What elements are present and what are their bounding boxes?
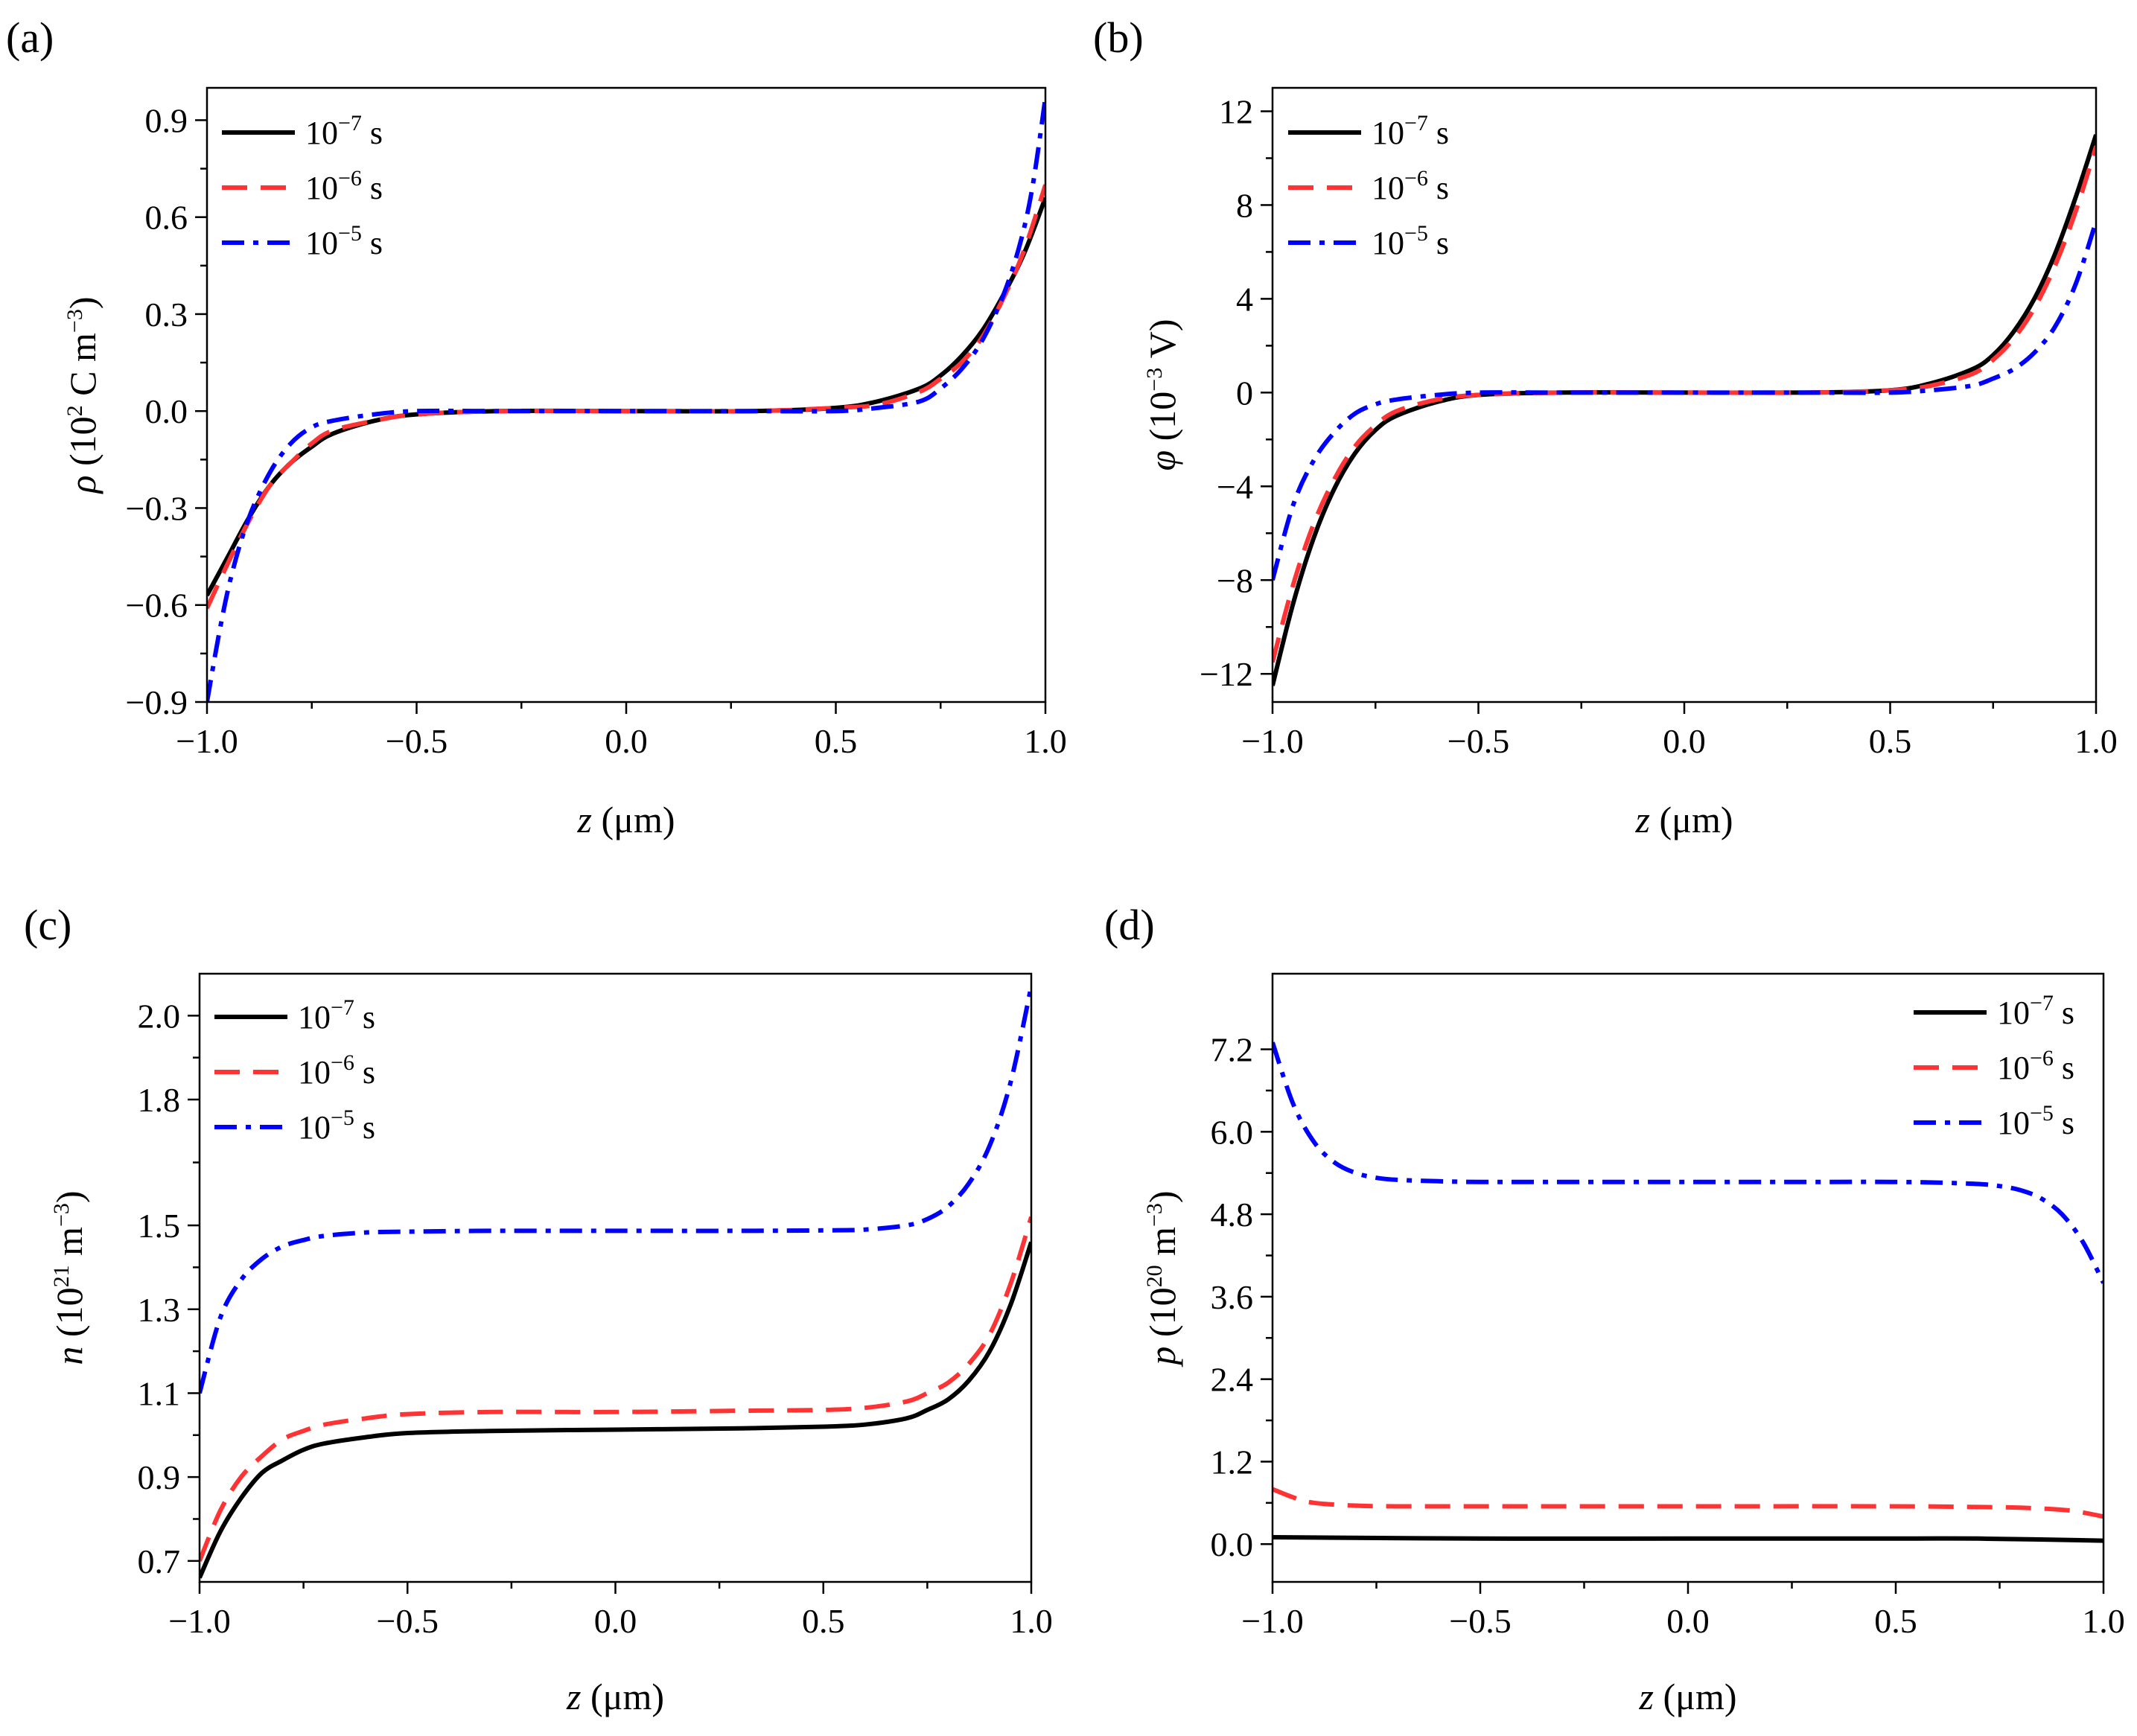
- x-tick-label: −1.0: [168, 1602, 230, 1640]
- x-tick-label: 0.0: [1666, 1602, 1710, 1640]
- legend: 10−7 s 10−6 s 10−5 s: [214, 995, 375, 1146]
- series-line: [200, 1216, 1031, 1562]
- y-tick-label: 0.0: [1211, 1525, 1254, 1563]
- x-axis-title: z (μm): [1639, 1676, 1737, 1717]
- chart-panel-d: (d) −1.0 −0.5 0.0 0.5 1.0 0.0 1.2 2.4 3.6 4.8 6.0 7.…: [1104, 901, 2125, 1717]
- legend-label: 10−6 s: [305, 166, 383, 206]
- x-tick-label: 1.0: [2082, 1602, 2125, 1640]
- legend-label: 10−7 s: [1372, 111, 1449, 151]
- y-tick-label: 4.8: [1211, 1196, 1254, 1234]
- y-tick-label: 3.6: [1211, 1278, 1254, 1316]
- chart-panel-b: (b) −1.0 −0.5 0.0 0.5 1.0 −12 −8 −4 0 4 8 12 z (μm) φ …: [1093, 13, 2118, 840]
- y-tick-label: 8: [1236, 186, 1253, 224]
- y-axis-title: ρ (102 C m−3): [62, 297, 103, 495]
- panel-label: (d): [1104, 901, 1155, 949]
- x-tick-label: 0.5: [815, 722, 858, 760]
- series-line: [1273, 145, 2096, 663]
- x-tick-label: −1.0: [176, 722, 238, 760]
- plot-frame: [1271, 972, 2105, 1583]
- y-tick-label: −0.6: [126, 587, 188, 625]
- y-tick-label: −4: [1217, 467, 1253, 505]
- legend: 10−7 s 10−6 s 10−5 s: [1288, 111, 1449, 261]
- series-line: [207, 97, 1045, 702]
- series-line: [200, 1241, 1031, 1579]
- x-tick-label: −0.5: [377, 1602, 439, 1640]
- x-tick-label: 0.0: [594, 1602, 637, 1640]
- x-axis-title: z (μm): [566, 1676, 664, 1717]
- x-tick-label: 1.0: [2074, 722, 2118, 760]
- legend-label: 10−5 s: [1997, 1101, 2074, 1141]
- legend-label: 10−5 s: [1372, 221, 1449, 261]
- chart-panel-a: (a) −1.0 −0.5 0.0 0.5 1.0 −0.9 −0.6 −0.3 0.0 0.3 0.…: [6, 13, 1067, 840]
- x-tick-label: −0.5: [1448, 722, 1509, 760]
- y-tick-label: 7.2: [1211, 1031, 1254, 1069]
- panel-label: (b): [1093, 13, 1144, 62]
- x-tick-label: 0.5: [1869, 722, 1912, 760]
- y-tick-label: 1.8: [138, 1081, 181, 1119]
- legend-label: 10−7 s: [305, 111, 383, 151]
- x-tick-label: −0.5: [1449, 1602, 1511, 1640]
- y-tick-label: 12: [1219, 92, 1253, 130]
- legend-label: 10−5 s: [305, 221, 383, 261]
- y-tick-label: 1.3: [138, 1291, 181, 1329]
- y-tick-label: 0: [1236, 374, 1253, 412]
- x-axis-title: z (μm): [1635, 799, 1733, 840]
- legend: 10−7 s 10−6 s 10−5 s: [222, 111, 383, 261]
- y-axis-title: n (1021 m−3): [48, 1190, 90, 1365]
- series-line: [1273, 1041, 2103, 1284]
- series-line: [200, 986, 1031, 1394]
- legend-label: 10−6 s: [298, 1050, 375, 1091]
- y-tick-label: 1.2: [1211, 1443, 1254, 1481]
- x-tick-label: −0.5: [386, 722, 448, 760]
- y-tick-label: 1.1: [138, 1374, 181, 1412]
- series-line: [1273, 1487, 2103, 1519]
- panel-label: (a): [6, 13, 54, 62]
- y-tick-label: −8: [1217, 561, 1253, 599]
- x-tick-label: 0.5: [1874, 1602, 1917, 1640]
- legend-label: 10−6 s: [1997, 1046, 2074, 1086]
- y-tick-label: −0.3: [126, 489, 188, 527]
- series-line: [1273, 134, 2096, 686]
- y-tick-label: 0.9: [145, 101, 188, 139]
- y-axis-title: p (1020 m−3): [1141, 1190, 1183, 1367]
- y-tick-label: 0.6: [145, 199, 188, 237]
- chart-panel-c: (c) −1.0 −0.5 0.0 0.5 1.0 0.7 0.9 1.1 1.3 1.5 1.8 2.…: [24, 901, 1053, 1717]
- x-tick-label: 1.0: [1024, 722, 1067, 760]
- x-tick-label: 0.0: [1663, 722, 1706, 760]
- legend-label: 10−7 s: [1997, 991, 2074, 1031]
- x-tick-label: 0.5: [802, 1602, 845, 1640]
- x-tick-label: 1.0: [1010, 1602, 1053, 1640]
- y-axis-title: φ (10−3 V): [1141, 319, 1183, 470]
- y-tick-label: 6.0: [1211, 1113, 1254, 1151]
- legend-label: 10−7 s: [298, 995, 375, 1035]
- legend-label: 10−5 s: [298, 1105, 375, 1146]
- series-line: [1273, 1535, 2103, 1543]
- legend-label: 10−6 s: [1372, 166, 1449, 206]
- y-tick-label: 0.7: [138, 1542, 181, 1580]
- y-tick-label: −0.9: [126, 683, 188, 721]
- y-tick-label: 2.4: [1211, 1361, 1254, 1399]
- x-tick-label: 0.0: [605, 722, 648, 760]
- y-tick-label: 1.5: [138, 1207, 181, 1245]
- y-tick-label: 2.0: [138, 997, 181, 1035]
- y-tick-label: 0.3: [145, 296, 188, 334]
- legend: 10−7 s 10−6 s 10−5 s: [1914, 991, 2074, 1141]
- x-tick-label: −1.0: [1241, 722, 1303, 760]
- x-tick-label: −1.0: [1241, 1602, 1303, 1640]
- series-line: [1273, 220, 2096, 581]
- panel-label: (c): [24, 901, 71, 949]
- y-tick-label: 4: [1236, 280, 1253, 318]
- y-tick-label: 0.0: [145, 392, 188, 430]
- series-line: [207, 184, 1045, 610]
- x-axis-title: z (μm): [577, 799, 675, 840]
- y-tick-label: 0.9: [138, 1458, 181, 1496]
- y-tick-label: −12: [1200, 655, 1253, 693]
